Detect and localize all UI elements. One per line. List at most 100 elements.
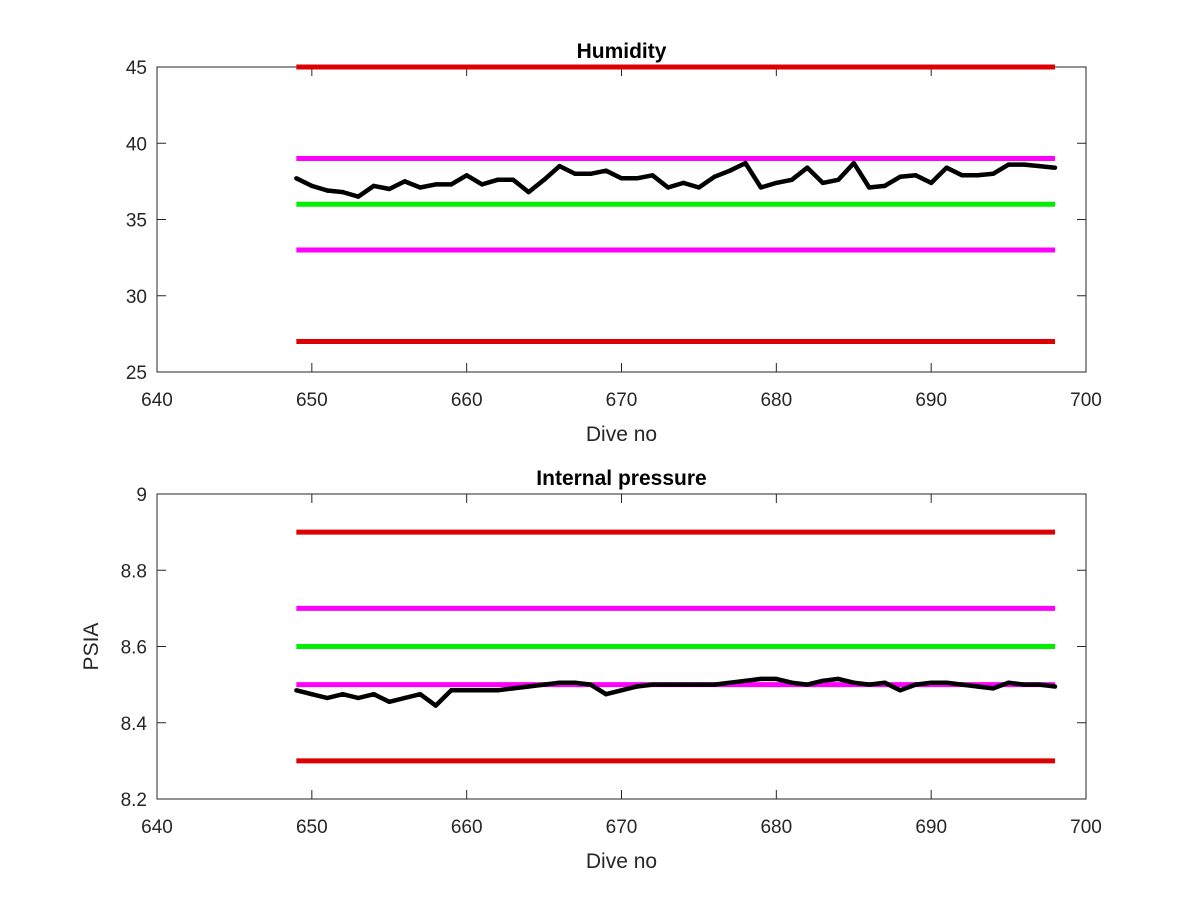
- data-point: [371, 691, 376, 697]
- data-point: [975, 684, 980, 689]
- x-tick-label: 660: [451, 390, 483, 411]
- data-point: [696, 185, 702, 190]
- data-point: [634, 684, 640, 689]
- x-tick-label: 700: [1070, 817, 1102, 838]
- series-line-1: [295, 676, 1056, 708]
- data-point: [1006, 162, 1011, 167]
- y-axis-label: PSIA: [80, 623, 103, 671]
- data-point: [975, 173, 980, 178]
- data-point: [820, 678, 825, 684]
- data-point: [294, 176, 299, 181]
- data-point: [557, 163, 562, 169]
- y-tick-label: 8.2: [121, 790, 147, 811]
- data-point: [650, 682, 655, 687]
- data-point: [479, 688, 485, 693]
- data-point: [867, 682, 872, 687]
- data-point: [665, 682, 671, 687]
- data-point: [789, 680, 795, 685]
- data-point: [402, 695, 407, 701]
- x-tick-label: 680: [760, 390, 792, 411]
- data-point: [990, 686, 996, 691]
- data-point: [448, 688, 454, 693]
- x-tick-label: 640: [141, 390, 173, 411]
- y-tick-label: 35: [126, 211, 147, 232]
- data-point: [433, 182, 438, 187]
- data-point: [526, 189, 531, 195]
- subplot-1: 640 650 660 670 680 690 700 25 30 35 40 45 Humidity D…: [126, 40, 1102, 446]
- data-point: [650, 173, 655, 178]
- data-point: [743, 160, 748, 166]
- data-point: [557, 680, 562, 685]
- data-point: [510, 177, 516, 183]
- data-point: [340, 189, 345, 195]
- data-point: [588, 682, 593, 687]
- data-point: [681, 180, 686, 186]
- data-point: [309, 691, 315, 697]
- data-point: [743, 678, 748, 684]
- x-axis-label: Dive no: [586, 423, 657, 446]
- data-point: [990, 171, 996, 176]
- data-point: [402, 179, 407, 184]
- data-point: [851, 680, 856, 685]
- x-tick-label: 680: [760, 817, 792, 838]
- data-point: [603, 691, 609, 697]
- data-point: [851, 160, 856, 166]
- data-point: [325, 188, 330, 193]
- x-tick-label: 670: [606, 817, 638, 838]
- chart-title: Humidity: [577, 40, 667, 63]
- data-point: [340, 691, 345, 697]
- x-axis-label: Dive no: [586, 850, 657, 873]
- data-point: [913, 682, 918, 687]
- data-point: [820, 180, 825, 186]
- data-point: [758, 676, 764, 682]
- y-tick-label: 45: [126, 58, 147, 79]
- data-point: [464, 688, 469, 693]
- data-point: [727, 168, 733, 173]
- data-point: [1037, 682, 1042, 687]
- data-point: [928, 680, 934, 685]
- data-point: [356, 695, 361, 701]
- data-point: [1021, 162, 1027, 167]
- data-point: [1052, 684, 1058, 689]
- data-point: [774, 676, 779, 682]
- x-tick-label: 700: [1070, 390, 1102, 411]
- plot-frame: [156, 66, 1087, 373]
- data-point: [727, 680, 733, 685]
- x-tick-label: 640: [141, 817, 173, 838]
- x-tick-label: 650: [296, 817, 328, 838]
- subplot-2: 640 650 660 670 680 690 700 8.2 8.4 8.6 8.8 9 Intern…: [80, 467, 1102, 873]
- y-tick-label: 8.8: [121, 561, 147, 582]
- series-line-1: [295, 160, 1056, 199]
- data-point: [541, 177, 547, 183]
- y-tick-label: 8.6: [121, 638, 147, 659]
- y-tick-label: 40: [126, 134, 147, 155]
- data-point: [325, 695, 330, 701]
- data-point: [836, 676, 841, 682]
- data-point: [356, 194, 361, 199]
- data-point: [1006, 680, 1011, 685]
- data-point: [959, 682, 965, 687]
- data-point: [495, 177, 500, 183]
- data-point: [572, 171, 578, 176]
- data-point: [805, 165, 810, 170]
- x-tick-label: 670: [606, 390, 638, 411]
- data-point: [959, 173, 965, 178]
- data-point: [882, 183, 887, 189]
- data-point: [433, 703, 438, 708]
- data-point: [882, 680, 887, 685]
- data-point: [805, 682, 810, 687]
- x-tick-label: 690: [915, 817, 947, 838]
- data-point: [1052, 165, 1058, 170]
- data-point: [681, 682, 686, 687]
- x-tick-label: 650: [296, 390, 328, 411]
- data-point: [371, 183, 376, 189]
- data-point: [1037, 163, 1042, 169]
- data-point: [541, 682, 547, 687]
- data-point: [464, 173, 469, 178]
- data-point: [789, 177, 795, 183]
- data-point: [294, 688, 299, 693]
- x-tick-label: 660: [451, 817, 483, 838]
- data-point: [510, 686, 516, 691]
- data-point: [1021, 682, 1027, 687]
